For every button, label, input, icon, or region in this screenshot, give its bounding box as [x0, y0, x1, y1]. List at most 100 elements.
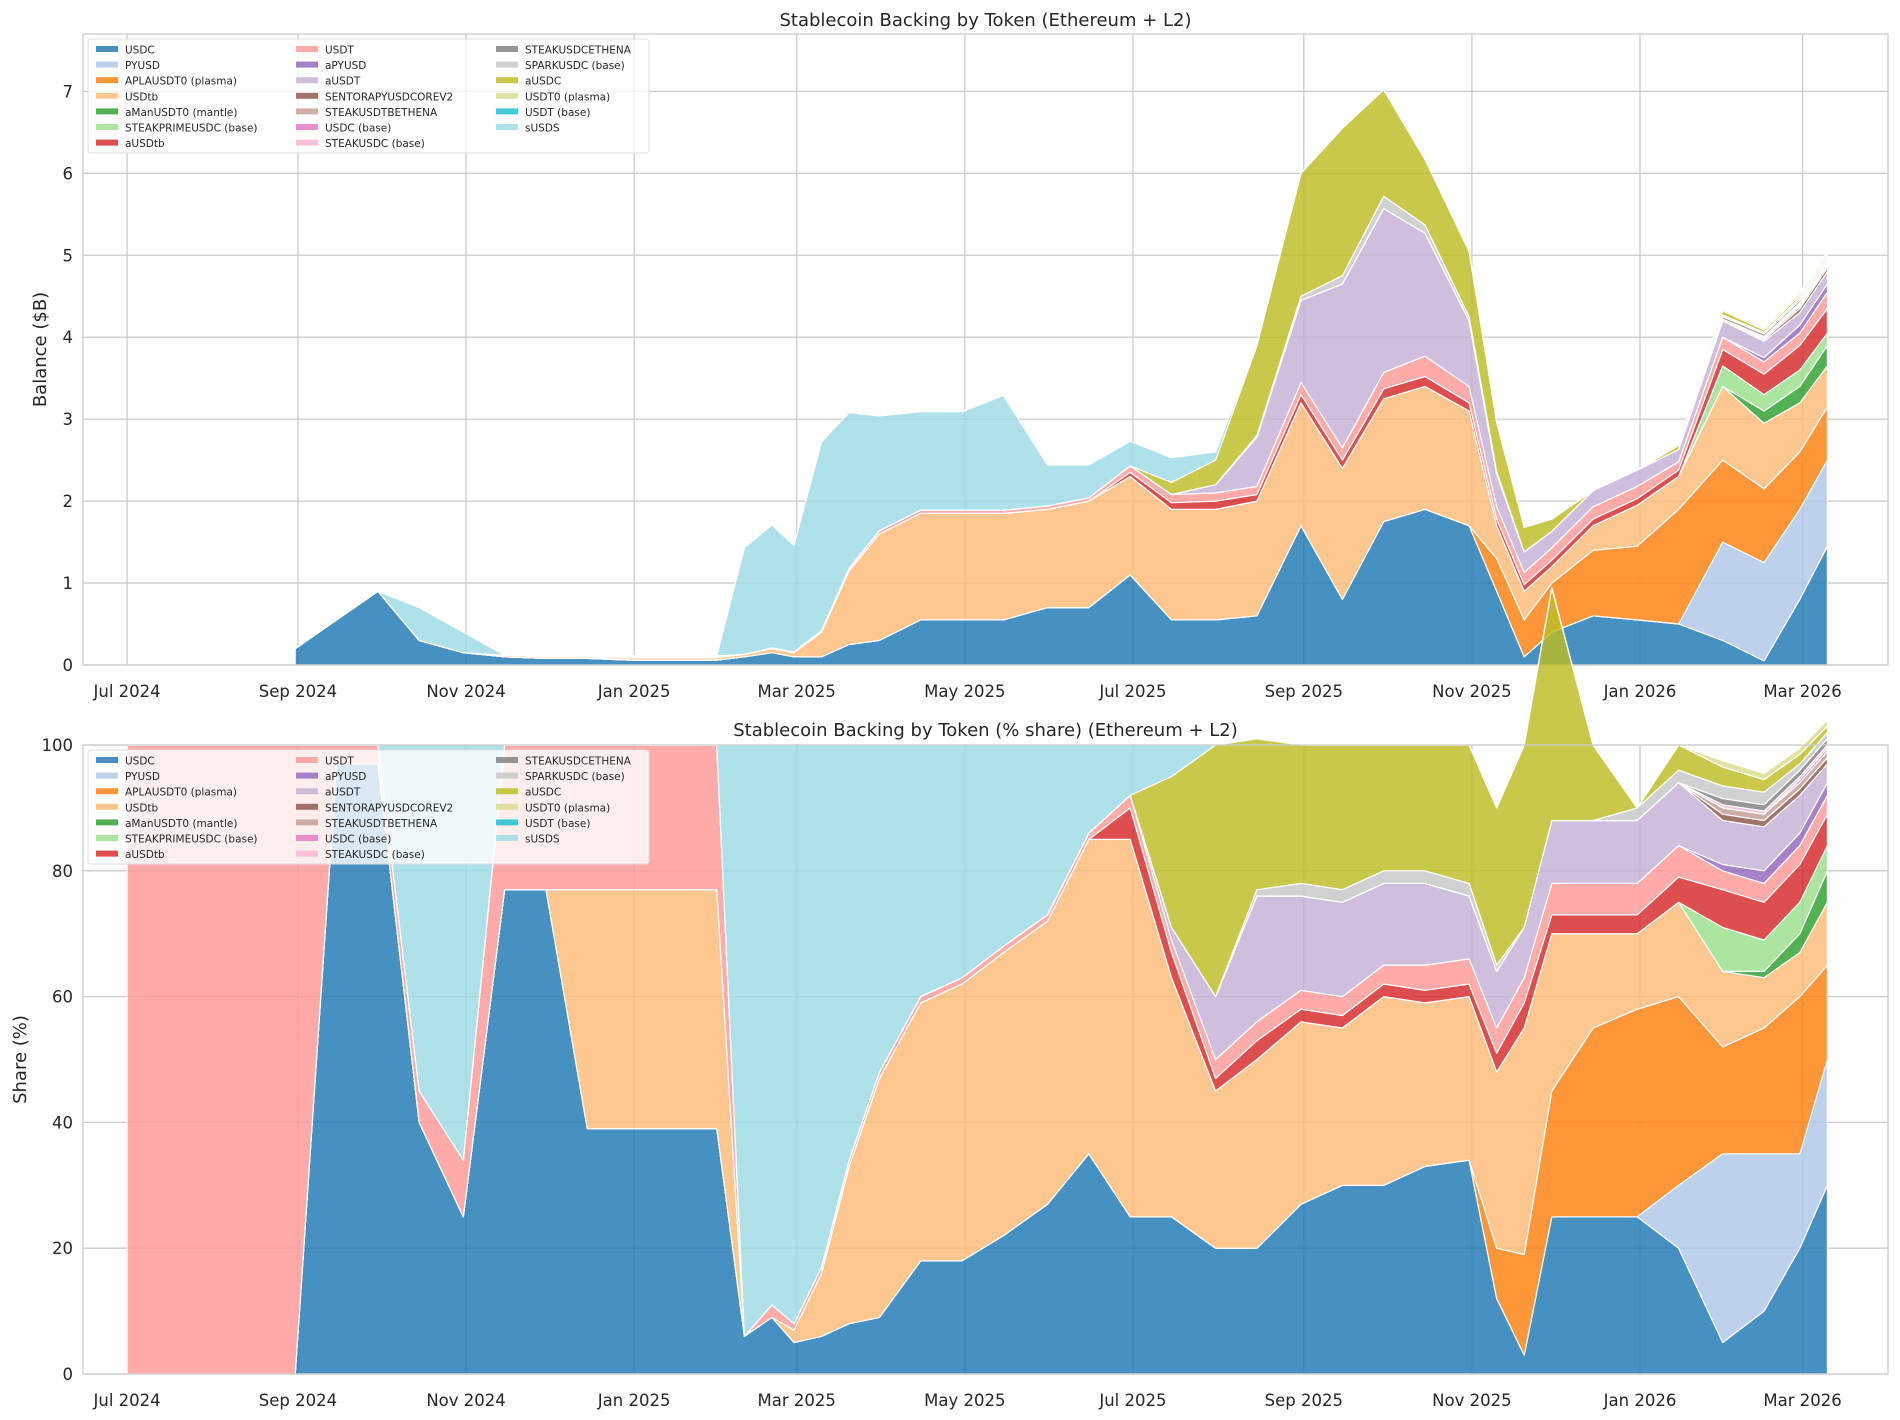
area-susds [294, 89, 1828, 658]
legend-label: USDC [125, 756, 155, 768]
legend-swatch [96, 803, 118, 810]
legend-label: STEAKUSDCETHENA [525, 756, 632, 768]
legend-label: SPARKUSDC (base) [525, 771, 625, 783]
y-axis-label: Share (%) [10, 1015, 31, 1104]
y-tick-label: 100 [42, 736, 74, 755]
legend-label: USDT (base) [525, 818, 590, 830]
legend-swatch [296, 139, 318, 146]
legend-swatch [496, 788, 518, 795]
legend-label: SENTORAPYUSDCOREV2 [325, 91, 453, 103]
legend-label: STEAKUSDC (base) [325, 138, 425, 150]
legend-label: APLAUSDT0 (plasma) [125, 76, 237, 88]
y-tick-label: 5 [63, 246, 74, 265]
legend-label: STEAKUSDTBETHENA [325, 818, 438, 830]
legend-label: STEAKPRIMEUSDC (base) [125, 834, 258, 846]
y-tick-label: 4 [63, 328, 74, 347]
legend-swatch [296, 124, 318, 130]
x-tick-label: Mar 2026 [1763, 1391, 1841, 1410]
x-tick-label: Jul 2025 [1098, 1391, 1166, 1410]
legend-swatch [496, 61, 518, 68]
legend-swatch [296, 61, 318, 68]
legend-label: aUSDT [325, 76, 361, 88]
legend-swatch [296, 46, 318, 52]
legend-swatch [296, 850, 318, 857]
x-tick-label: Nov 2024 [426, 1391, 505, 1410]
legend-label: USDtb [125, 91, 159, 103]
legend-swatch [296, 92, 318, 99]
legend-swatch [496, 92, 518, 99]
legend: USDC PYUSD APLAUSDT0 (plasma) USDtb aManUSDT… [87, 38, 650, 154]
legend-swatch [96, 835, 118, 841]
legend-swatch [96, 61, 118, 68]
legend-label: PYUSD [125, 771, 160, 783]
legend-label: aManUSDT0 (mantle) [125, 818, 237, 830]
legend-label: aPYUSD [325, 60, 366, 72]
legend-label: PYUSD [125, 60, 160, 72]
x-tick-label: Nov 2025 [1432, 1391, 1511, 1410]
legend-label: SPARKUSDC (base) [525, 60, 625, 72]
y-tick-label: 80 [52, 862, 73, 881]
legend-swatch [296, 77, 318, 84]
legend-swatch [96, 46, 118, 52]
legend-label: sUSDS [525, 123, 560, 135]
legend-swatch [496, 124, 518, 130]
legend-label: USDT0 (plasma) [525, 802, 610, 814]
y-tick-label: 2 [63, 492, 74, 511]
x-tick-label: Sep 2024 [259, 682, 337, 701]
legend-label: USDtb [125, 802, 159, 814]
balance-chart: 0 1 2 3 4 5 6 7 Jul 2024 Sep 2024 Nov 2024 Jan 2025… [30, 10, 1889, 701]
legend-label: STEAKUSDTBETHENA [325, 107, 438, 119]
legend-label: USDC [125, 45, 155, 57]
y-tick-label: 6 [63, 164, 74, 183]
legend-label: SENTORAPYUSDCOREV2 [325, 802, 453, 814]
x-tick-label: Sep 2024 [259, 1391, 337, 1410]
legend-label: APLAUSDT0 (plasma) [125, 787, 237, 799]
plot-frame [82, 744, 1889, 1375]
y-tick-label: 60 [52, 988, 73, 1007]
y-tick-label: 7 [63, 82, 74, 101]
legend-label: aUSDtb [125, 849, 165, 861]
x-tick-label: Jul 2025 [1098, 682, 1166, 701]
y-tick-label: 0 [63, 1365, 74, 1384]
stacked-areas [294, 89, 1828, 666]
chart-title: Stablecoin Backing by Token (Ethereum + … [779, 10, 1191, 31]
legend-label: aUSDT [325, 787, 361, 799]
legend-swatch [296, 108, 318, 115]
x-tick-label: Jan 2026 [1603, 682, 1677, 701]
legend-label: USDT [325, 756, 354, 768]
legend-swatch [96, 92, 118, 99]
legend-label: aUSDC [525, 76, 561, 88]
legend-swatch [96, 139, 118, 146]
legend-swatch [296, 819, 318, 826]
legend-swatch [496, 835, 518, 841]
stacked-areas [126, 587, 1828, 1375]
legend-label: USDT0 (plasma) [525, 91, 610, 103]
x-tick-label: Mar 2025 [758, 682, 836, 701]
legend-swatch [96, 124, 118, 130]
legend-label: USDC (base) [325, 123, 391, 135]
share-chart: 0 20 40 60 80 100 Jul 2024 Sep 2024 Nov 2024 Jan … [10, 587, 1889, 1410]
y-tick-label: 3 [63, 410, 74, 429]
legend-swatch [96, 772, 118, 779]
legend-swatch [296, 772, 318, 779]
legend-label: USDC (base) [325, 834, 391, 846]
legend-swatch [296, 835, 318, 841]
legend-swatch [496, 77, 518, 84]
x-tick-label: Jan 2026 [1603, 1391, 1677, 1410]
legend-swatch [96, 788, 118, 795]
legend-swatch [496, 803, 518, 810]
x-tick-label: May 2025 [924, 682, 1005, 701]
legend-label: aUSDtb [125, 138, 165, 150]
x-tick-label: Mar 2025 [758, 1391, 836, 1410]
x-tick-label: Jan 2025 [597, 1391, 671, 1410]
x-tick-label: Jul 2024 [93, 1391, 161, 1410]
y-axis-label: Balance ($B) [30, 292, 51, 407]
y-tick-label: 1 [63, 574, 74, 593]
x-tick-label: Sep 2025 [1265, 682, 1343, 701]
legend: USDC PYUSD APLAUSDT0 (plasma) USDtb aManUSDT… [87, 749, 650, 865]
y-tick-label: 20 [52, 1239, 73, 1258]
y-tick-label: 40 [52, 1113, 73, 1132]
legend-label: USDT (base) [525, 107, 590, 119]
legend-swatch [296, 803, 318, 810]
